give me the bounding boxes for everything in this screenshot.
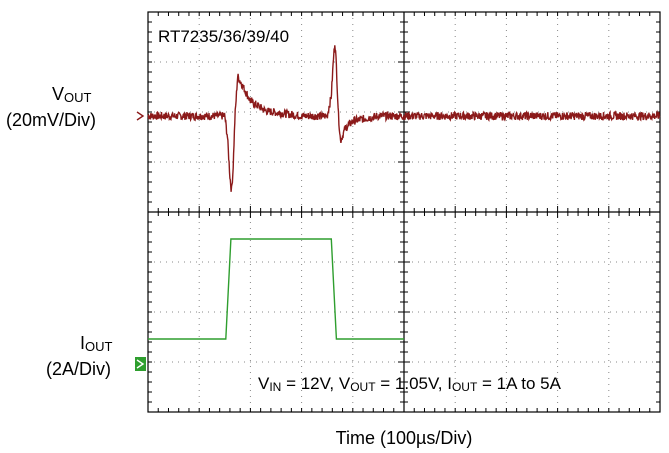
chart-title: RT7235/36/39/40 (158, 27, 289, 46)
chart-annotation: VIN = 12V, VOUT = 1.05V, IOUT = 1A to 5A (258, 374, 562, 394)
series-line-iout (148, 238, 404, 340)
series-label-iout: IOUT (80, 333, 113, 354)
chart-frame (147, 11, 661, 413)
series-label-vout: VOUT (52, 84, 92, 105)
series-line-vout (147, 45, 661, 192)
series-scale-vout: (20mV/Div) (6, 110, 96, 130)
channel-marker-vout (136, 111, 145, 121)
x-axis-label: Time (100µs/Div) (336, 428, 473, 448)
channel-marker-iout (135, 357, 146, 371)
series-scale-iout: (2A/Div) (46, 359, 111, 379)
